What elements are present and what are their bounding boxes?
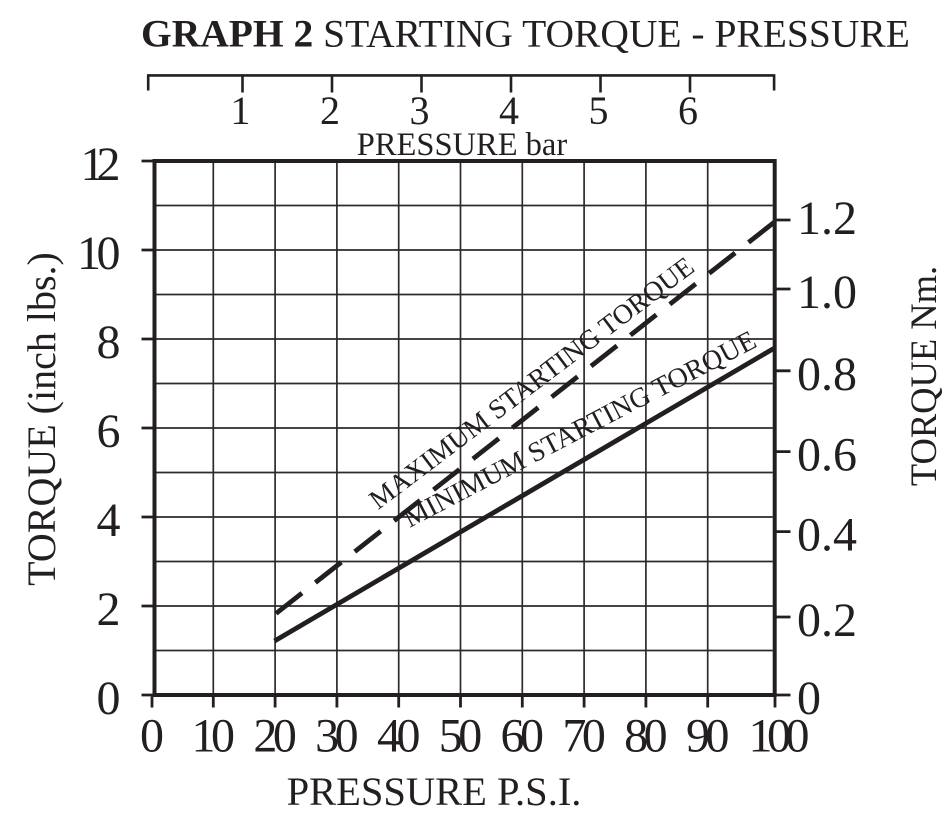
svg-text:2: 2 [320, 88, 340, 133]
svg-text:10: 10 [192, 710, 236, 763]
svg-text:0: 0 [797, 672, 821, 725]
svg-text:TORQUE Nm.: TORQUE Nm. [903, 266, 944, 486]
svg-text:0.4: 0.4 [797, 509, 857, 562]
svg-text:1.0: 1.0 [797, 266, 857, 319]
svg-text:1.2: 1.2 [797, 192, 857, 245]
svg-text:6: 6 [678, 88, 698, 133]
svg-text:PRESSURE bar: PRESSURE bar [357, 127, 568, 163]
svg-text:10: 10 [77, 227, 121, 280]
svg-text:40: 40 [377, 710, 421, 763]
svg-text:0: 0 [140, 710, 164, 763]
svg-text:8: 8 [97, 316, 121, 369]
svg-text:5: 5 [589, 88, 609, 133]
svg-text:1: 1 [231, 88, 251, 133]
svg-text:30: 30 [315, 710, 359, 763]
svg-text:12: 12 [81, 138, 121, 191]
svg-text:50: 50 [439, 710, 483, 763]
svg-text:90: 90 [686, 710, 730, 763]
svg-text:100: 100 [749, 710, 810, 763]
svg-text:3: 3 [410, 88, 430, 133]
svg-text:0.2: 0.2 [797, 594, 857, 647]
svg-text:0.8: 0.8 [797, 348, 857, 401]
svg-text:70: 70 [562, 710, 606, 763]
svg-text:20: 20 [253, 710, 297, 763]
svg-text:6: 6 [97, 405, 121, 458]
svg-text:0: 0 [97, 672, 121, 725]
svg-text:4: 4 [97, 494, 121, 547]
svg-text:4: 4 [499, 88, 519, 133]
svg-text:GRAPH 2 STARTING TORQUE - PRES: GRAPH 2 STARTING TORQUE - PRESSURE [141, 12, 910, 56]
svg-text:TORQUE (inch lbs.): TORQUE (inch lbs.) [19, 252, 64, 586]
svg-text:60: 60 [501, 710, 545, 763]
svg-text:PRESSURE P.S.I.: PRESSURE P.S.I. [287, 769, 582, 814]
svg-text:0.6: 0.6 [797, 429, 857, 482]
svg-text:2: 2 [97, 583, 121, 636]
svg-text:80: 80 [624, 710, 668, 763]
